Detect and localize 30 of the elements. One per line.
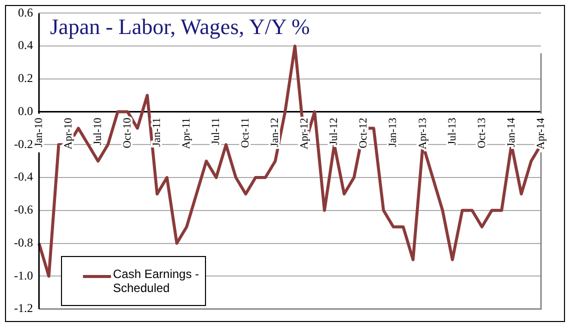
x-tick-label: Apr-14 [534, 117, 547, 150]
y-tick-label: 0.0 [18, 104, 33, 118]
legend-label: Cash Earnings - Scheduled [113, 267, 200, 295]
x-tick-label: Apr-11 [180, 118, 193, 149]
x-tick-label: Jul-12 [328, 118, 340, 146]
y-tick-label: -0.6 [14, 202, 33, 217]
chart-title: Japan - Labor, Wages, Y/Y % [50, 14, 310, 40]
x-tick-label: Jul-10 [92, 117, 104, 146]
y-tick-label: 0.4 [18, 38, 33, 52]
y-tick-label: -0.8 [14, 235, 33, 250]
x-tick-label: Jan-10 [32, 117, 45, 148]
x-tick-label: Jan-14 [505, 117, 518, 148]
x-tick-label: Oct-11 [240, 118, 252, 148]
x-tick-label: Apr-12 [298, 118, 311, 150]
y-tick-label: 0.6 [18, 5, 33, 20]
x-tick-label: Apr-10 [62, 117, 74, 150]
y-tick-label: 0.2 [18, 71, 33, 86]
y-tick-label: -0.4 [14, 170, 33, 184]
y-tick-label: -1.0 [14, 268, 33, 282]
x-tick-label: Jul-13 [446, 117, 458, 146]
x-tick-label: Jan-11 [151, 118, 164, 147]
x-tick-label: Oct-12 [358, 118, 370, 148]
y-tick-label: -1.2 [14, 301, 33, 316]
x-tick-label: Oct-10 [121, 117, 134, 148]
y-tick-label: -0.2 [14, 136, 33, 151]
x-tick-label: Oct-13 [476, 117, 488, 148]
x-tick-label: Apr-13 [416, 117, 429, 150]
x-tick-label: Jan-13 [387, 117, 400, 148]
x-tick-label: Jul-11 [210, 118, 222, 145]
x-tick-label: Jan-12 [269, 118, 282, 148]
